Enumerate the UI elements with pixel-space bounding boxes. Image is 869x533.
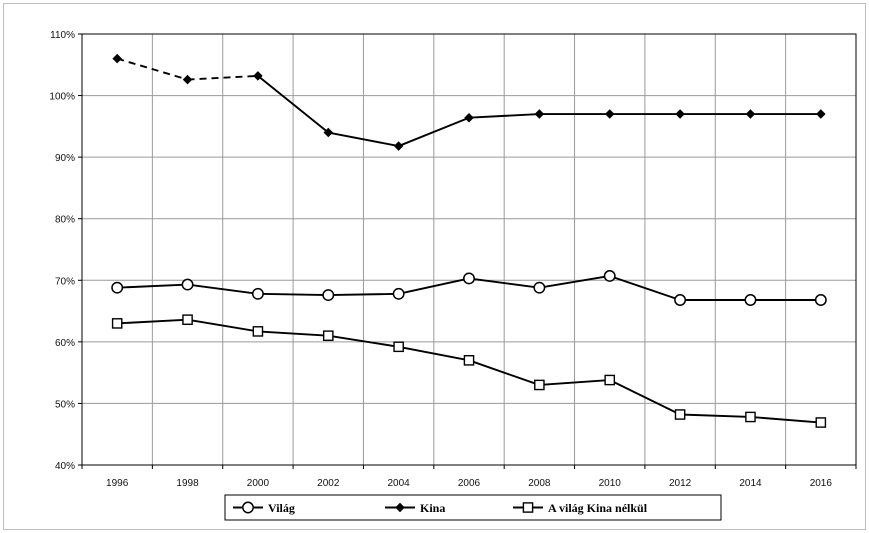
series-line-segment: [609, 379, 681, 416]
data-point-square: [111, 318, 123, 329]
x-tick-label: 2012: [669, 478, 692, 489]
x-tick-label: 2008: [528, 478, 551, 489]
data-point-square: [182, 314, 193, 325]
y-axis-ticks: 40% 50% 60% 70% 80% 90% 100% 110%: [49, 30, 82, 472]
data-point-diamond: [393, 141, 404, 151]
series-line-segment: [750, 416, 821, 424]
y-tick-label: 90%: [55, 153, 75, 164]
plot-area: [81, 33, 857, 466]
series-line-segment: [117, 283, 188, 289]
x-tick-label: 2002: [317, 478, 340, 489]
series-markers: [111, 53, 827, 428]
series-line-segment: [187, 283, 259, 295]
series-line-segment: [328, 292, 399, 297]
x-tick-label: 1998: [176, 478, 199, 489]
legend-marker-circle: [242, 501, 254, 514]
series-line-segment: [398, 116, 470, 147]
legend-item: A világ Kina nélkül: [513, 501, 648, 515]
data-point-diamond: [464, 112, 474, 123]
data-point-circle: [392, 287, 405, 300]
series-line-segment: [468, 277, 540, 289]
x-tick-label: 2016: [810, 478, 833, 489]
x-tick-label: 2014: [739, 478, 762, 489]
data-point-circle: [322, 289, 335, 302]
chart-frame: [3, 3, 866, 530]
data-point-square: [534, 379, 545, 391]
y-tick-label: 50%: [55, 399, 75, 410]
series-line-segment: [468, 359, 540, 386]
data-point-square: [604, 374, 616, 386]
data-point-circle: [533, 281, 546, 294]
series-line-segment: [398, 345, 470, 362]
series-line-segment: [398, 277, 470, 295]
series-line-segment: [257, 330, 329, 337]
data-point-diamond: [745, 109, 756, 119]
series-line-segment: [609, 275, 681, 301]
data-point-circle: [814, 294, 827, 306]
series-line-segment: [680, 413, 751, 418]
series-lines: [116, 57, 821, 424]
x-tick-label: 2010: [599, 478, 622, 489]
series-line-segment: [328, 334, 399, 348]
x-axis-ticks: 1996 1998 2000 2002 2004 2006 2008 2010 2012 2014…: [81, 465, 857, 489]
series-line-segment: [257, 292, 329, 297]
x-tick-label: 2006: [458, 478, 481, 489]
data-point-diamond: [675, 109, 685, 119]
series-line-segment: [468, 113, 540, 119]
series-line-segment: [539, 275, 610, 289]
data-point-square: [815, 417, 827, 428]
data-point-square: [463, 355, 475, 366]
data-point-diamond: [182, 74, 193, 85]
data-point-circle: [744, 294, 757, 306]
series-line-segment: [328, 131, 399, 147]
legend-label: A világ Kina nélkül: [548, 501, 648, 515]
x-tick-label: 1996: [106, 478, 129, 489]
data-point-square: [322, 330, 334, 342]
legend-items: Világ Kina A világ Kina nélkül: [233, 501, 648, 515]
series-line-segment: [257, 75, 329, 134]
legend-item: Kina: [385, 501, 445, 515]
data-point-circle: [603, 270, 616, 282]
data-point-square: [674, 409, 686, 420]
data-point-circle: [674, 294, 687, 306]
y-tick-label: 40%: [55, 461, 75, 472]
data-point-diamond: [253, 71, 263, 81]
data-point-diamond: [534, 109, 545, 119]
legend-box: [224, 494, 722, 521]
y-tick-label: 100%: [49, 92, 75, 103]
series-line-segment: [116, 57, 188, 81]
x-tick-label: 2004: [388, 478, 411, 489]
legend-item: Világ: [233, 501, 295, 515]
grid-lines: [82, 34, 856, 465]
legend-label: Kina: [420, 501, 445, 515]
legend-label: Világ: [268, 501, 295, 515]
data-point-diamond: [323, 127, 334, 138]
series-line-segment: [117, 318, 188, 325]
data-point-square: [393, 341, 404, 353]
legend-marker-diamond: [395, 502, 405, 513]
y-tick-label: 70%: [55, 276, 75, 287]
data-point-circle: [111, 281, 124, 294]
data-point-square: [745, 411, 756, 423]
legend: Világ Kina A világ Kina nélkül: [224, 494, 722, 521]
y-tick-label: 110%: [50, 30, 75, 41]
data-point-circle: [463, 272, 475, 285]
data-point-square: [252, 326, 264, 337]
series-line-segment: [539, 379, 610, 386]
data-point-diamond: [816, 109, 826, 119]
legend-marker-square: [522, 502, 534, 513]
data-point-diamond: [604, 109, 615, 119]
data-point-diamond: [112, 53, 122, 64]
x-tick-label: 2000: [247, 478, 270, 489]
y-tick-label: 60%: [55, 338, 75, 349]
data-point-circle: [181, 278, 194, 291]
y-tick-label: 80%: [55, 215, 75, 226]
data-point-circle: [251, 287, 264, 300]
series-line-segment: [187, 318, 259, 333]
